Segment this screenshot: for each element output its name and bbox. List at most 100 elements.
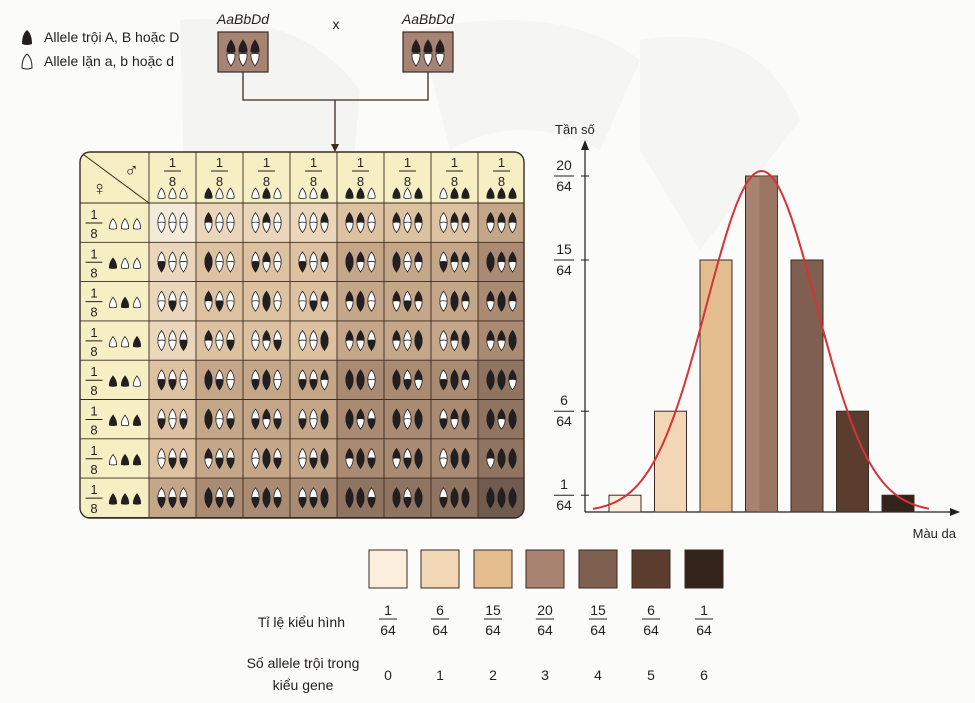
allele-row-label-line2: kiểu gene <box>273 677 334 693</box>
recessive-allele-glyph <box>215 261 224 273</box>
phenotype-swatch <box>684 549 724 589</box>
allele-row-label-line1: Số allele trội trong <box>247 655 360 671</box>
dominant-allele-glyph <box>204 378 213 391</box>
dominant-allele-glyph <box>403 300 412 312</box>
col-header-3-allele <box>298 187 307 199</box>
dominant-allele-glyph <box>508 339 517 352</box>
row-header-5-allele <box>132 414 142 427</box>
col-header-5-allele <box>414 187 423 199</box>
recessive-allele-glyph <box>403 221 412 234</box>
dominant-allele-glyph <box>273 418 282 430</box>
dominant-allele-glyph <box>251 496 260 509</box>
ratio-3-denominator: 64 <box>537 622 553 638</box>
ratio-4-denominator: 64 <box>590 622 606 638</box>
recessive-allele-glyph <box>298 221 307 234</box>
dominant-allele-glyph <box>320 339 329 352</box>
legend: Allele trội A, B hoặc D Allele lặn a, b … <box>21 29 179 70</box>
recessive-allele-glyph <box>403 261 412 273</box>
ratio-0-denominator: 64 <box>380 622 396 638</box>
recessive-allele-glyph <box>414 300 423 312</box>
punnett-border <box>79 151 525 519</box>
dominant-allele-glyph <box>262 378 271 391</box>
recessive-allele-glyph <box>298 339 307 352</box>
col-header-4-fraction-denominator: 8 <box>357 174 364 189</box>
recessive-allele-glyph <box>439 339 448 352</box>
col-header-0-fraction-denominator: 8 <box>169 174 176 189</box>
col-header-6-fraction-denominator: 8 <box>451 174 458 189</box>
dominant-allele-glyph <box>204 418 213 430</box>
recessive-allele-glyph <box>414 378 423 391</box>
col-header-4-allele <box>356 187 365 199</box>
recessive-allele-glyph <box>392 457 401 470</box>
female-symbol: ♀ <box>92 178 107 200</box>
dominant-allele-glyph <box>414 457 423 470</box>
recessive-allele-glyph <box>226 300 235 312</box>
recessive-allele-glyph <box>157 300 166 312</box>
y-ticks: 1 64 6 64 15 64 20 64 <box>554 157 589 513</box>
dominant-allele-glyph <box>450 300 459 312</box>
parent1-alleles <box>226 39 260 67</box>
ratio-2-denominator: 64 <box>485 622 501 638</box>
parent1-genotype: AaBbDd <box>216 11 270 27</box>
dominant-allele-glyph <box>204 261 213 273</box>
recessive-allele-glyph <box>273 378 282 391</box>
dominant-allele-glyph <box>411 39 421 53</box>
recessive-allele-glyph <box>423 53 433 67</box>
dominant-allele-glyph <box>309 496 318 509</box>
row-header-5-allele <box>120 414 130 427</box>
recessive-allele-glyph <box>356 221 365 234</box>
dominant-allele-glyph <box>435 39 445 53</box>
bar-4 <box>790 259 824 513</box>
recessive-allele-glyph <box>262 418 271 430</box>
dominant-allele-glyph <box>367 339 376 352</box>
col-header-4-allele <box>345 187 354 199</box>
ratio-1-numerator: 6 <box>436 602 444 618</box>
dominant-allele-glyph <box>439 378 448 391</box>
dominant-allele-glyph <box>508 496 517 509</box>
col-header-5-fraction-denominator: 8 <box>404 174 411 189</box>
row-header-1-fraction-numerator: 1 <box>90 246 97 261</box>
recessive-allele-glyph <box>179 261 188 273</box>
col-header-6-allele <box>450 187 459 199</box>
ratio-6-denominator: 64 <box>696 622 712 638</box>
recessive-allele-glyph <box>508 378 517 391</box>
recessive-allele-icon <box>21 53 33 70</box>
dominant-allele-glyph <box>226 39 236 53</box>
row-header-1-allele <box>120 257 130 269</box>
col-header-3-allele <box>320 187 329 199</box>
dominant-allele-glyph <box>439 496 448 509</box>
recessive-allele-glyph <box>345 457 354 470</box>
row-header-1-allele <box>132 257 142 269</box>
recessive-allele-glyph <box>157 221 166 234</box>
dominant-allele-glyph <box>262 496 271 509</box>
recessive-allele-glyph <box>226 221 235 234</box>
ratio-6-numerator: 1 <box>700 602 708 618</box>
dominant-allele-glyph <box>497 496 506 509</box>
recessive-allele-glyph <box>461 221 470 234</box>
recessive-allele-glyph <box>226 378 235 391</box>
male-symbol: ♂ <box>124 160 139 182</box>
recessive-allele-glyph <box>226 53 236 67</box>
allele-count: 4 <box>594 667 602 683</box>
dominant-allele-glyph <box>508 418 517 430</box>
dominant-allele-glyph <box>356 457 365 470</box>
phenotype-swatch <box>473 549 513 589</box>
recessive-allele-glyph <box>461 300 470 312</box>
row-header-5-fraction-denominator: 8 <box>90 423 97 438</box>
recessive-allele-glyph <box>367 300 376 312</box>
recessive-allele-glyph <box>345 300 354 312</box>
dominant-allele-glyph <box>414 496 423 509</box>
corner-diagonal <box>80 152 150 204</box>
dominant-allele-glyph <box>367 496 376 509</box>
y-tick-numerator: 20 <box>556 157 572 173</box>
allele-count: 0 <box>384 667 392 683</box>
col-header-0-allele <box>179 187 188 199</box>
recessive-allele-glyph <box>435 53 445 67</box>
row-header-3-allele <box>120 335 130 348</box>
row-header-2-fraction-denominator: 8 <box>90 305 97 320</box>
recessive-allele-glyph <box>250 53 260 67</box>
row-header-7-fraction-numerator: 1 <box>90 482 97 497</box>
row-header-6-allele <box>108 453 118 466</box>
recessive-allele-glyph <box>414 261 423 273</box>
